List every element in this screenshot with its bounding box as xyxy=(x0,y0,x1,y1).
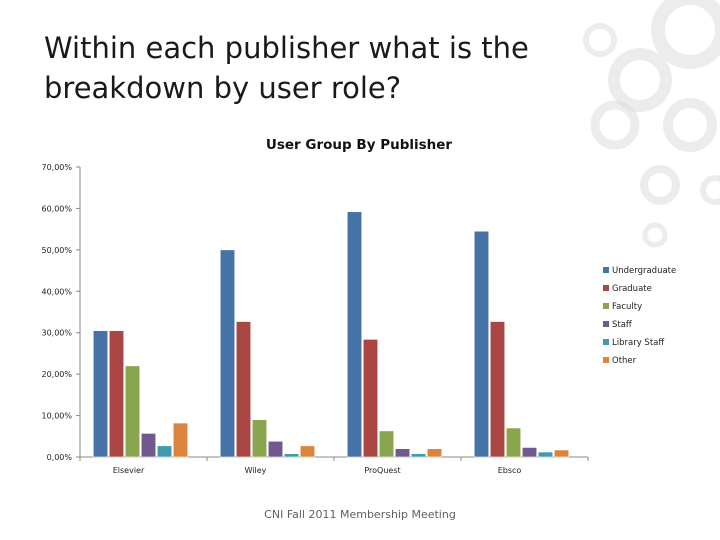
legend-swatch xyxy=(603,357,609,363)
x-category-label: Ebsco xyxy=(498,466,522,475)
decor-ring-6 xyxy=(583,23,617,57)
bar-other-elsevier xyxy=(172,422,189,458)
x-category-label: Elsevier xyxy=(113,466,145,475)
bar-staff-proquest xyxy=(394,448,411,458)
legend-label: Staff xyxy=(612,320,633,330)
y-tick-label: 20,00% xyxy=(41,370,72,379)
legend-swatch xyxy=(603,321,609,327)
legend-label: Other xyxy=(612,356,637,366)
bar-faculty-elsevier xyxy=(124,365,141,458)
x-category-label: Wiley xyxy=(245,466,267,475)
y-tick-label: 70,00% xyxy=(41,163,72,172)
y-tick-label: 30,00% xyxy=(41,329,72,338)
legend-label: Faculty xyxy=(612,302,642,312)
legend-swatch xyxy=(603,339,609,345)
legend-label: Undergraduate xyxy=(612,266,676,276)
y-tick-label: 10,00% xyxy=(41,412,72,421)
legend-label: Library Staff xyxy=(612,338,665,348)
bar-library-staff-elsevier xyxy=(156,445,173,458)
bar-undergraduate-proquest xyxy=(346,211,363,458)
legend-label: Graduate xyxy=(612,284,652,294)
legend-swatch xyxy=(603,285,609,291)
slide-title: Within each publisher what is the breakd… xyxy=(44,31,529,105)
legend-swatch xyxy=(603,303,609,309)
bar-library-staff-ebsco xyxy=(537,451,554,458)
y-tick-label: 50,00% xyxy=(41,246,72,255)
chart-title: User Group By Publisher xyxy=(266,137,453,153)
bar-other-proquest xyxy=(426,448,443,458)
x-category-label: ProQuest xyxy=(364,466,400,475)
bar-faculty-proquest xyxy=(378,430,395,458)
bar-other-wiley xyxy=(299,445,316,458)
decor-ring-0 xyxy=(651,0,720,69)
bar-other-ebsco xyxy=(553,449,570,458)
bar-staff-ebsco xyxy=(521,447,538,458)
decor-ring-1 xyxy=(608,48,672,112)
decor-ring-5 xyxy=(700,175,720,205)
bar-undergraduate-elsevier xyxy=(92,330,109,458)
bar-library-staff-proquest xyxy=(410,453,427,458)
decor-ring-4 xyxy=(640,165,680,205)
y-tick-label: 40,00% xyxy=(41,287,72,296)
bar-graduate-elsevier xyxy=(108,330,125,458)
bar-graduate-ebsco xyxy=(489,321,506,458)
decor-ring-2 xyxy=(663,98,717,152)
y-tick-label: 0,00% xyxy=(47,453,73,462)
decor-ring-3 xyxy=(590,100,640,150)
bar-undergraduate-wiley xyxy=(219,249,236,458)
bar-faculty-wiley xyxy=(251,419,268,458)
footer-text: CNI Fall 2011 Membership Meeting xyxy=(264,508,456,521)
legend-swatch xyxy=(603,267,609,273)
bar-graduate-wiley xyxy=(235,321,252,458)
decor-ring-7 xyxy=(642,222,668,248)
bar-faculty-ebsco xyxy=(505,427,522,458)
bar-undergraduate-ebsco xyxy=(473,230,490,458)
bar-staff-wiley xyxy=(267,440,284,458)
bar-graduate-proquest xyxy=(362,339,379,458)
bar-library-staff-wiley xyxy=(283,453,300,458)
y-tick-label: 60,00% xyxy=(41,204,72,213)
bar-staff-elsevier xyxy=(140,433,157,458)
